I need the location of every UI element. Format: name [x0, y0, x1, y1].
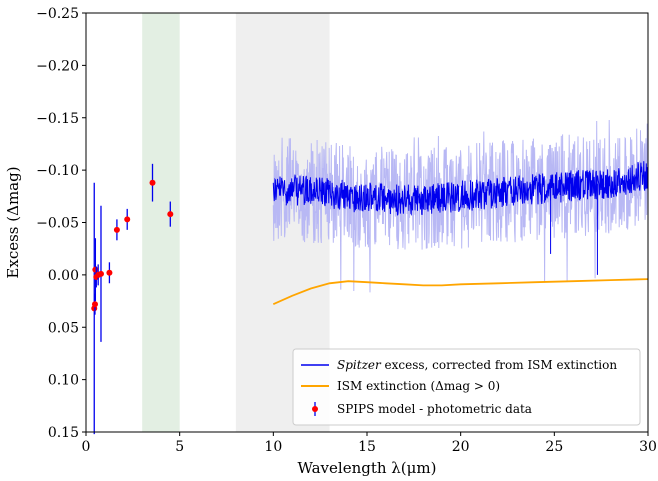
- x-tick-label-5: 25: [545, 439, 563, 455]
- legend-label-spitzer-rest: excess, corrected from ISM extinction: [381, 358, 618, 372]
- legend-box: [292, 348, 641, 426]
- y-axis-ticks: −0.25 −0.20 −0.15 −0.10 −0.05 0.00 0.05 0.10 0.1…: [36, 6, 86, 441]
- legend-label-ism: ISM extinction (Δmag > 0): [337, 379, 500, 393]
- ism-extinction-line: [272, 278, 649, 306]
- photometric-point-8: [124, 216, 131, 223]
- x-tick-label-1: 5: [175, 439, 184, 455]
- y-tick-label-6: 0.05: [48, 320, 79, 336]
- legend-label-spitzer-italic: Spitzer: [337, 358, 382, 372]
- shaded-band-0: [142, 13, 180, 432]
- y-tick-label-4: −0.05: [36, 216, 79, 232]
- spectrum-line: [272, 161, 649, 217]
- spectrum-uncertainty-band: [272, 119, 649, 293]
- y-tick-label-0: −0.25: [36, 6, 79, 22]
- photometric-point-5: [97, 270, 104, 277]
- x-tick-label-0: 0: [82, 439, 91, 455]
- photometric-point-7: [113, 226, 120, 233]
- photometric-point-2: [92, 266, 99, 273]
- y-tick-label-7: 0.10: [48, 373, 79, 389]
- x-tick-label-2: 10: [264, 439, 282, 455]
- legend: Spitzer excess, corrected from ISM extin…: [292, 348, 641, 426]
- y-tick-label-5: 0.00: [48, 268, 79, 284]
- photometric-points: [91, 163, 174, 435]
- y-axis-label: Excess (Δmag): [4, 166, 22, 278]
- y-tick-label-8: 0.15: [48, 425, 79, 441]
- photometric-point-9: [149, 179, 156, 186]
- y-tick-label-3: −0.10: [36, 163, 79, 179]
- legend-label-spitzer: Spitzer excess, corrected from ISM extin…: [337, 358, 617, 372]
- x-tick-label-6: 30: [639, 439, 657, 455]
- photometric-point-6: [106, 269, 113, 276]
- photometric-point-1: [91, 301, 98, 308]
- y-tick-label-2: −0.15: [36, 111, 79, 127]
- photometric-point-10: [167, 211, 174, 218]
- spitzer-spectrum: [272, 119, 649, 293]
- legend-label-spips: SPIPS model - photometric data: [337, 402, 532, 416]
- legend-swatch-point: [312, 406, 318, 412]
- ism-extinction-path: [272, 278, 649, 306]
- x-tick-label-4: 20: [452, 439, 470, 455]
- x-axis-label: Wavelength λ(μm): [298, 459, 437, 477]
- y-tick-label-1: −0.20: [36, 58, 79, 74]
- x-axis-ticks: 0 5 10 15 20 25 30: [82, 432, 657, 455]
- x-tick-label-3: 15: [358, 439, 376, 455]
